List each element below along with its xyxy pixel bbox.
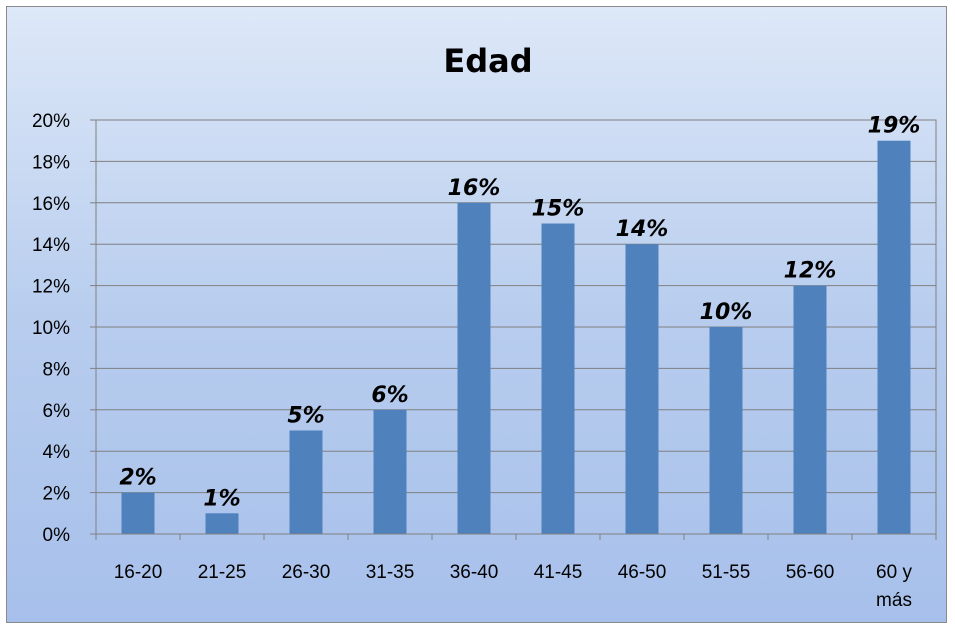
y-tick-label: 2% [43, 484, 71, 505]
bar [541, 223, 575, 534]
data-label: 6% [371, 383, 408, 408]
bar [457, 202, 491, 535]
data-label: 19% [868, 114, 921, 139]
data-label: 14% [616, 217, 669, 242]
x-tick-label: 31-35 [366, 562, 415, 583]
bar [205, 513, 239, 534]
data-label: 1% [203, 486, 240, 511]
bar [625, 244, 659, 534]
x-tick-label: 26-30 [282, 562, 331, 583]
bar [289, 430, 323, 534]
y-tick-label: 20% [32, 111, 70, 132]
y-tick-label: 16% [32, 194, 70, 215]
x-tick-label: 16-20 [114, 562, 163, 583]
x-tick-label: 46-50 [618, 562, 667, 583]
chart-title: Edad [443, 42, 532, 80]
data-label: 15% [532, 197, 585, 222]
data-label: 10% [700, 300, 753, 325]
y-tick-label: 4% [43, 442, 71, 463]
bars [121, 140, 911, 535]
y-tick-label: 10% [32, 318, 70, 339]
bar [121, 492, 155, 534]
y-axis-ticks: 0% 2% 4% 6% 8% 10% 12% 14% 16% 18% 20% [32, 111, 96, 546]
bar [793, 285, 827, 534]
bar [709, 327, 743, 534]
data-label: 2% [119, 466, 156, 491]
y-tick-label: 12% [32, 277, 70, 298]
y-tick-label: 18% [32, 152, 70, 173]
data-labels: 2% 1% 5% 6% 16% 15% 14% 10% 12% 19% [119, 114, 920, 512]
bar [877, 140, 911, 534]
y-tick-label: 14% [32, 235, 70, 256]
bar [373, 409, 407, 534]
x-tick-label: 60 y más [876, 562, 912, 611]
data-label: 5% [287, 404, 324, 429]
data-label: 12% [784, 259, 837, 284]
y-tick-label: 0% [43, 525, 71, 546]
y-tick-label: 8% [43, 359, 71, 380]
x-tick-label: 56-60 [786, 562, 835, 583]
x-tick-label: 21-25 [198, 562, 247, 583]
x-tick-label: 41-45 [534, 562, 583, 583]
x-tick-label: 51-55 [702, 562, 751, 583]
x-tick-label: 36-40 [450, 562, 499, 583]
data-label: 16% [448, 176, 501, 201]
x-axis-ticks: 16-20 21-25 26-30 31-35 36-40 41-45 46-50 51-55… [95, 534, 937, 611]
y-tick-label: 6% [43, 401, 71, 422]
